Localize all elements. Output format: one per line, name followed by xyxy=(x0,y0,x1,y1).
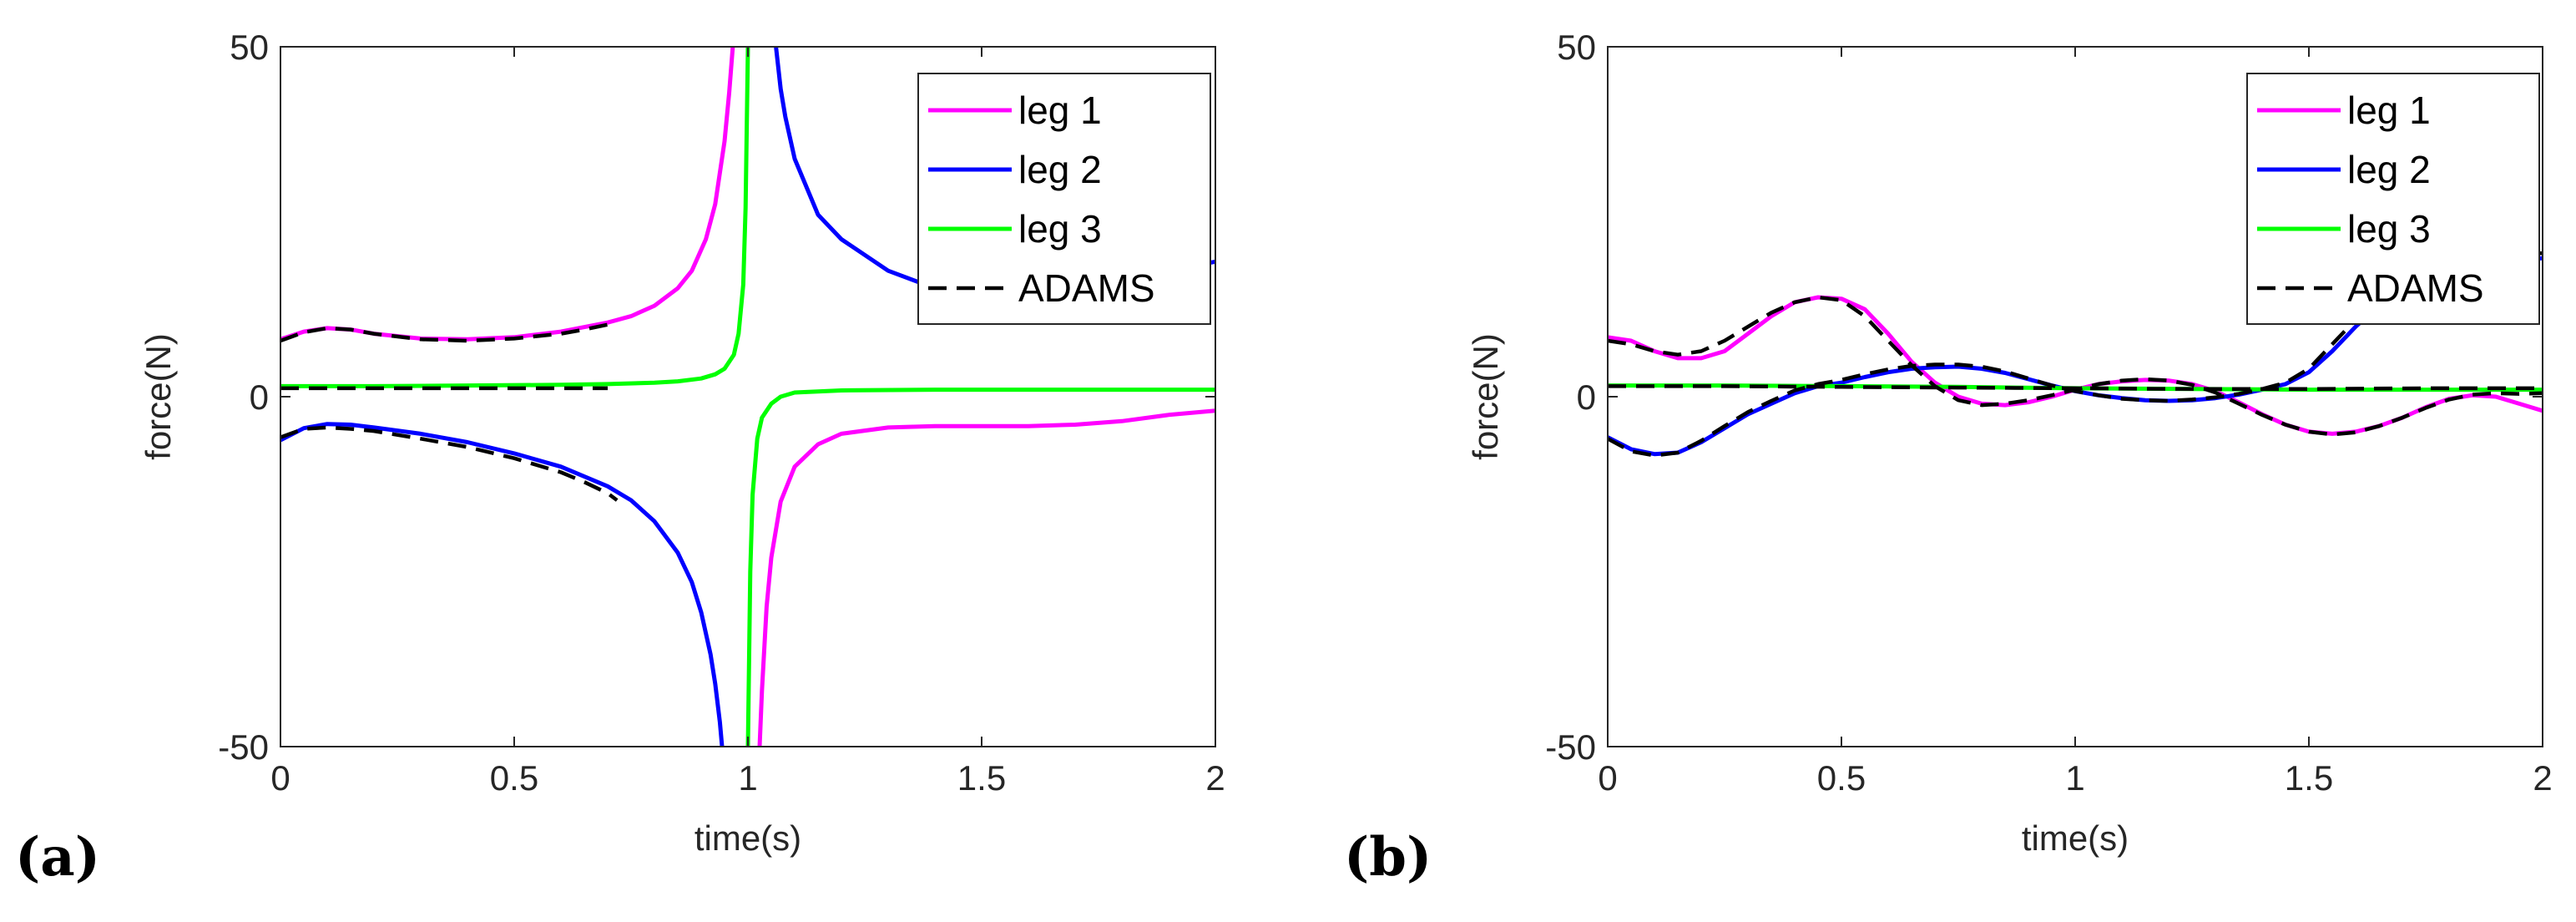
series-line-leg-1-segment-1 xyxy=(757,408,1215,747)
legend-label: leg 1 xyxy=(2347,89,2431,132)
legend-label: leg 3 xyxy=(2347,207,2431,251)
legend: leg 1 leg 2 leg 3 ADAMS xyxy=(2246,73,2540,325)
y-tick-label: -50 xyxy=(1545,727,1596,767)
series-line-adams-segment-0 xyxy=(280,322,609,343)
legend-label: leg 2 xyxy=(2347,148,2431,191)
legend-label: leg 2 xyxy=(1018,148,1102,191)
x-tick-label: 1.5 xyxy=(957,758,1006,798)
panel-label: (b) xyxy=(1344,826,1432,889)
x-tick-label: 1 xyxy=(2065,758,2084,798)
panel-label: (a) xyxy=(15,826,100,889)
legend-box xyxy=(917,73,1211,325)
series-group xyxy=(280,47,1215,747)
legend: leg 1 leg 2 leg 3 ADAMS xyxy=(917,73,1211,325)
x-tick-label: 0.5 xyxy=(490,758,538,798)
series-line-adams-segment-2 xyxy=(1608,384,2543,392)
y-tick-label: 0 xyxy=(250,377,269,417)
series-line-leg-1-segment-0 xyxy=(280,47,735,342)
y-tick-label: 0 xyxy=(1577,377,1596,417)
y-tick-label: 50 xyxy=(230,28,269,67)
y-tick-label: 50 xyxy=(1557,28,1596,67)
legend-box xyxy=(2246,73,2540,325)
series-group xyxy=(1608,247,2543,458)
legend-label: leg 1 xyxy=(1018,89,1102,132)
x-tick-label: 0 xyxy=(1598,758,1617,798)
x-tick-label: 2 xyxy=(2533,758,2552,798)
x-tick-label: 1 xyxy=(738,758,757,798)
x-tick-label: 1.5 xyxy=(2285,758,2333,798)
series-line-leg-3-segment-1 xyxy=(745,388,1215,747)
y-axis-label: force(N) xyxy=(139,333,178,460)
legend-label: ADAMS xyxy=(2347,266,2484,310)
x-tick-label: 2 xyxy=(1205,758,1225,798)
x-tick-label: 0.5 xyxy=(1817,758,1866,798)
series-line-adams-segment-1 xyxy=(1608,247,2543,458)
series-line-leg-3-segment-0 xyxy=(280,47,750,388)
legend-label: leg 3 xyxy=(1018,207,1102,251)
y-tick-label: -50 xyxy=(218,727,269,767)
series-line-leg-2-segment-0 xyxy=(280,422,725,747)
y-axis-label: force(N) xyxy=(1466,333,1505,460)
x-tick-label: 0 xyxy=(270,758,290,798)
x-axis-label: time(s) xyxy=(2022,818,2129,858)
series-line-adams-segment-2 xyxy=(280,425,619,502)
x-axis-label: time(s) xyxy=(695,818,801,858)
legend-label: ADAMS xyxy=(1018,266,1155,310)
